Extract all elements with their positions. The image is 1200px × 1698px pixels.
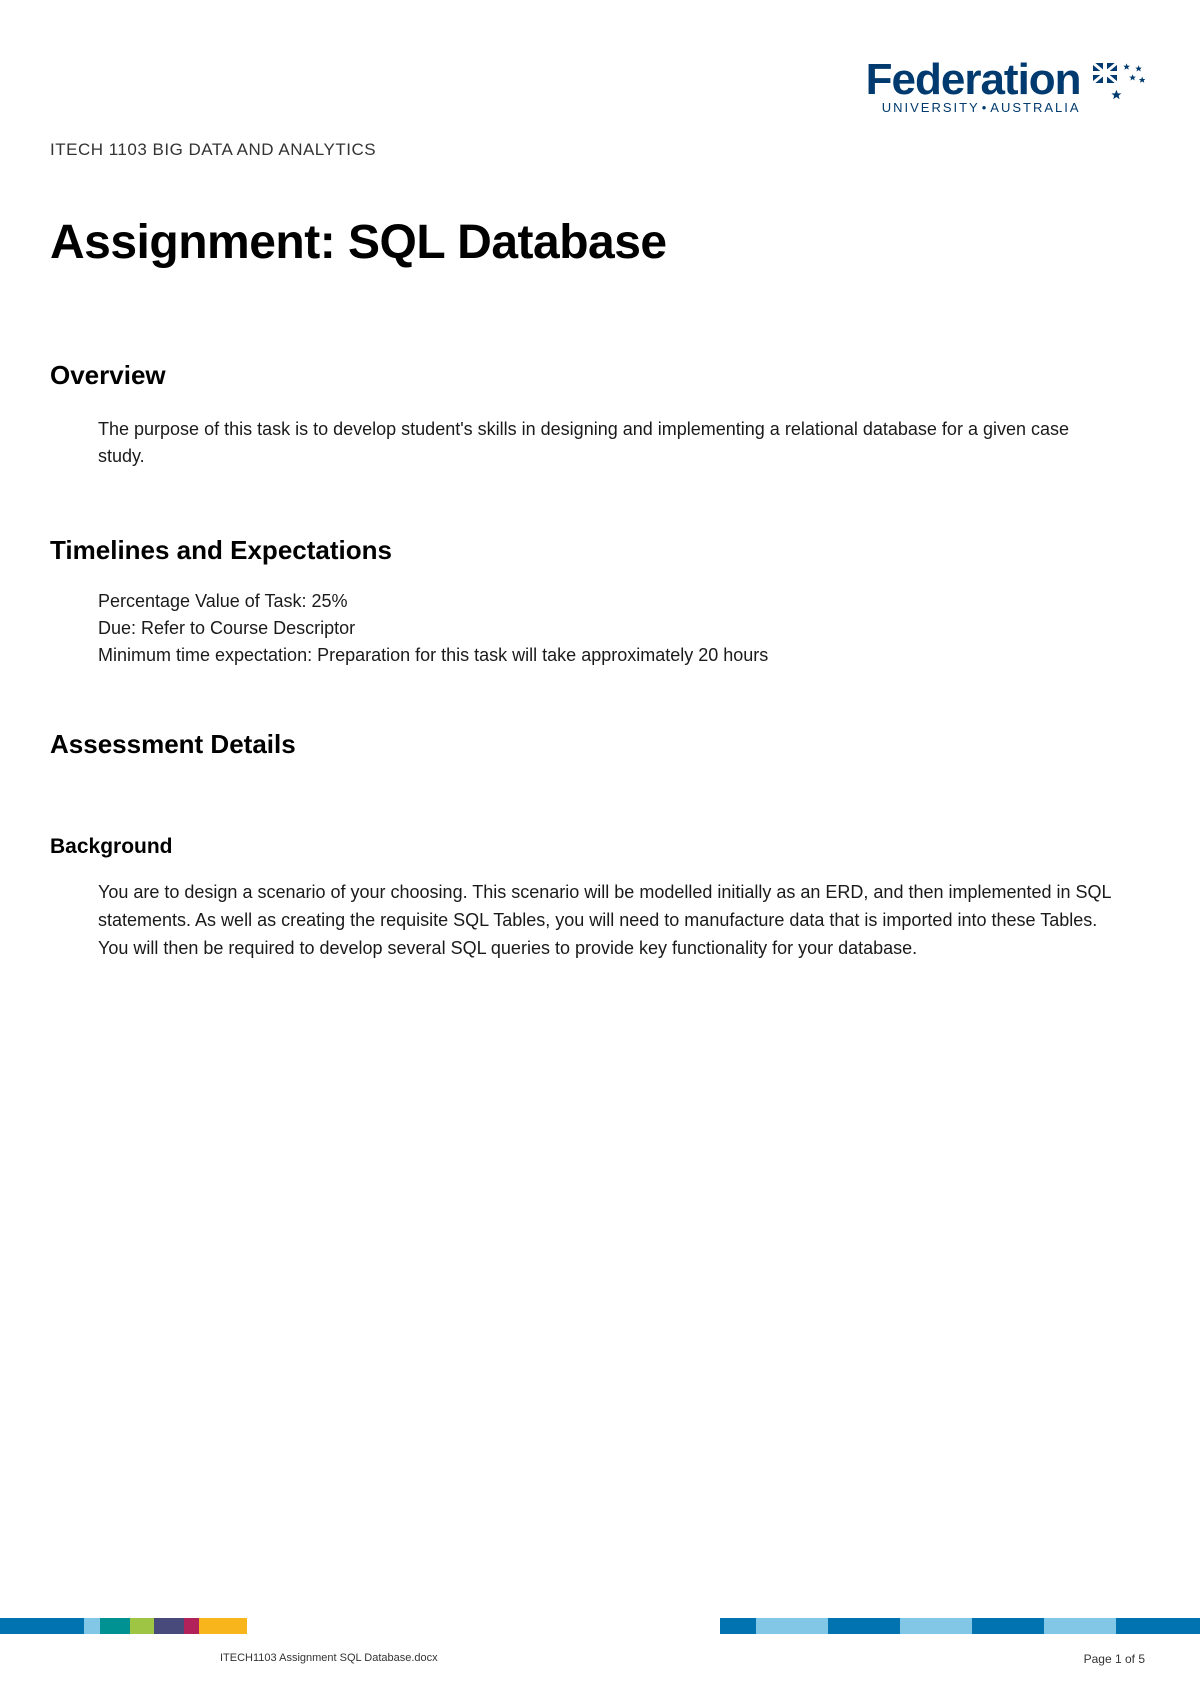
assessment-heading: Assessment Details [50, 729, 1150, 760]
course-code: ITECH 1103 BIG DATA AND ANALYTICS [50, 140, 1150, 160]
timelines-heading: Timelines and Expectations [50, 535, 1150, 566]
band-segment [900, 1618, 972, 1634]
footer-filename: ITECH1103 Assignment SQL Database.docx [220, 1652, 438, 1666]
band-segment [972, 1618, 1044, 1634]
overview-body: The purpose of this task is to develop s… [50, 416, 1150, 470]
logo-tagline-australia: AUSTRALIA [990, 100, 1080, 115]
logo-tagline: UNIVERSITY•AUSTRALIA [866, 100, 1081, 115]
band-segment [756, 1618, 828, 1634]
band-segment [720, 1618, 756, 1634]
overview-heading: Overview [50, 360, 1150, 391]
footer-page-number: Page 1 of 5 [1084, 1652, 1145, 1666]
timeline-item: Due: Refer to Course Descriptor [50, 615, 1150, 642]
logo-tagline-university: UNIVERSITY [882, 100, 980, 115]
flag-icon [1093, 61, 1145, 114]
band-segment [1116, 1618, 1200, 1634]
band-segment [154, 1618, 184, 1634]
band-segment [1044, 1618, 1116, 1634]
band-segment [84, 1618, 100, 1634]
page-title: Assignment: SQL Database [50, 215, 1150, 270]
band-segment [828, 1618, 900, 1634]
band-segment [247, 1618, 720, 1634]
logo-main-text: Federation [866, 60, 1081, 100]
band-segment [0, 1618, 84, 1634]
color-band [0, 1618, 1200, 1634]
timeline-item: Percentage Value of Task: 25% [50, 588, 1150, 615]
band-segment [100, 1618, 130, 1634]
timeline-item: Minimum time expectation: Preparation fo… [50, 642, 1150, 669]
band-segment [130, 1618, 154, 1634]
background-heading: Background [50, 835, 1150, 859]
logo: Federation UNIVERSITY•AUSTRALIA [866, 60, 1145, 115]
band-segment [184, 1618, 200, 1634]
footer: ITECH1103 Assignment SQL Database.docx P… [0, 1618, 1200, 1698]
band-segment [199, 1618, 247, 1634]
background-body: You are to design a scenario of your cho… [50, 879, 1150, 963]
